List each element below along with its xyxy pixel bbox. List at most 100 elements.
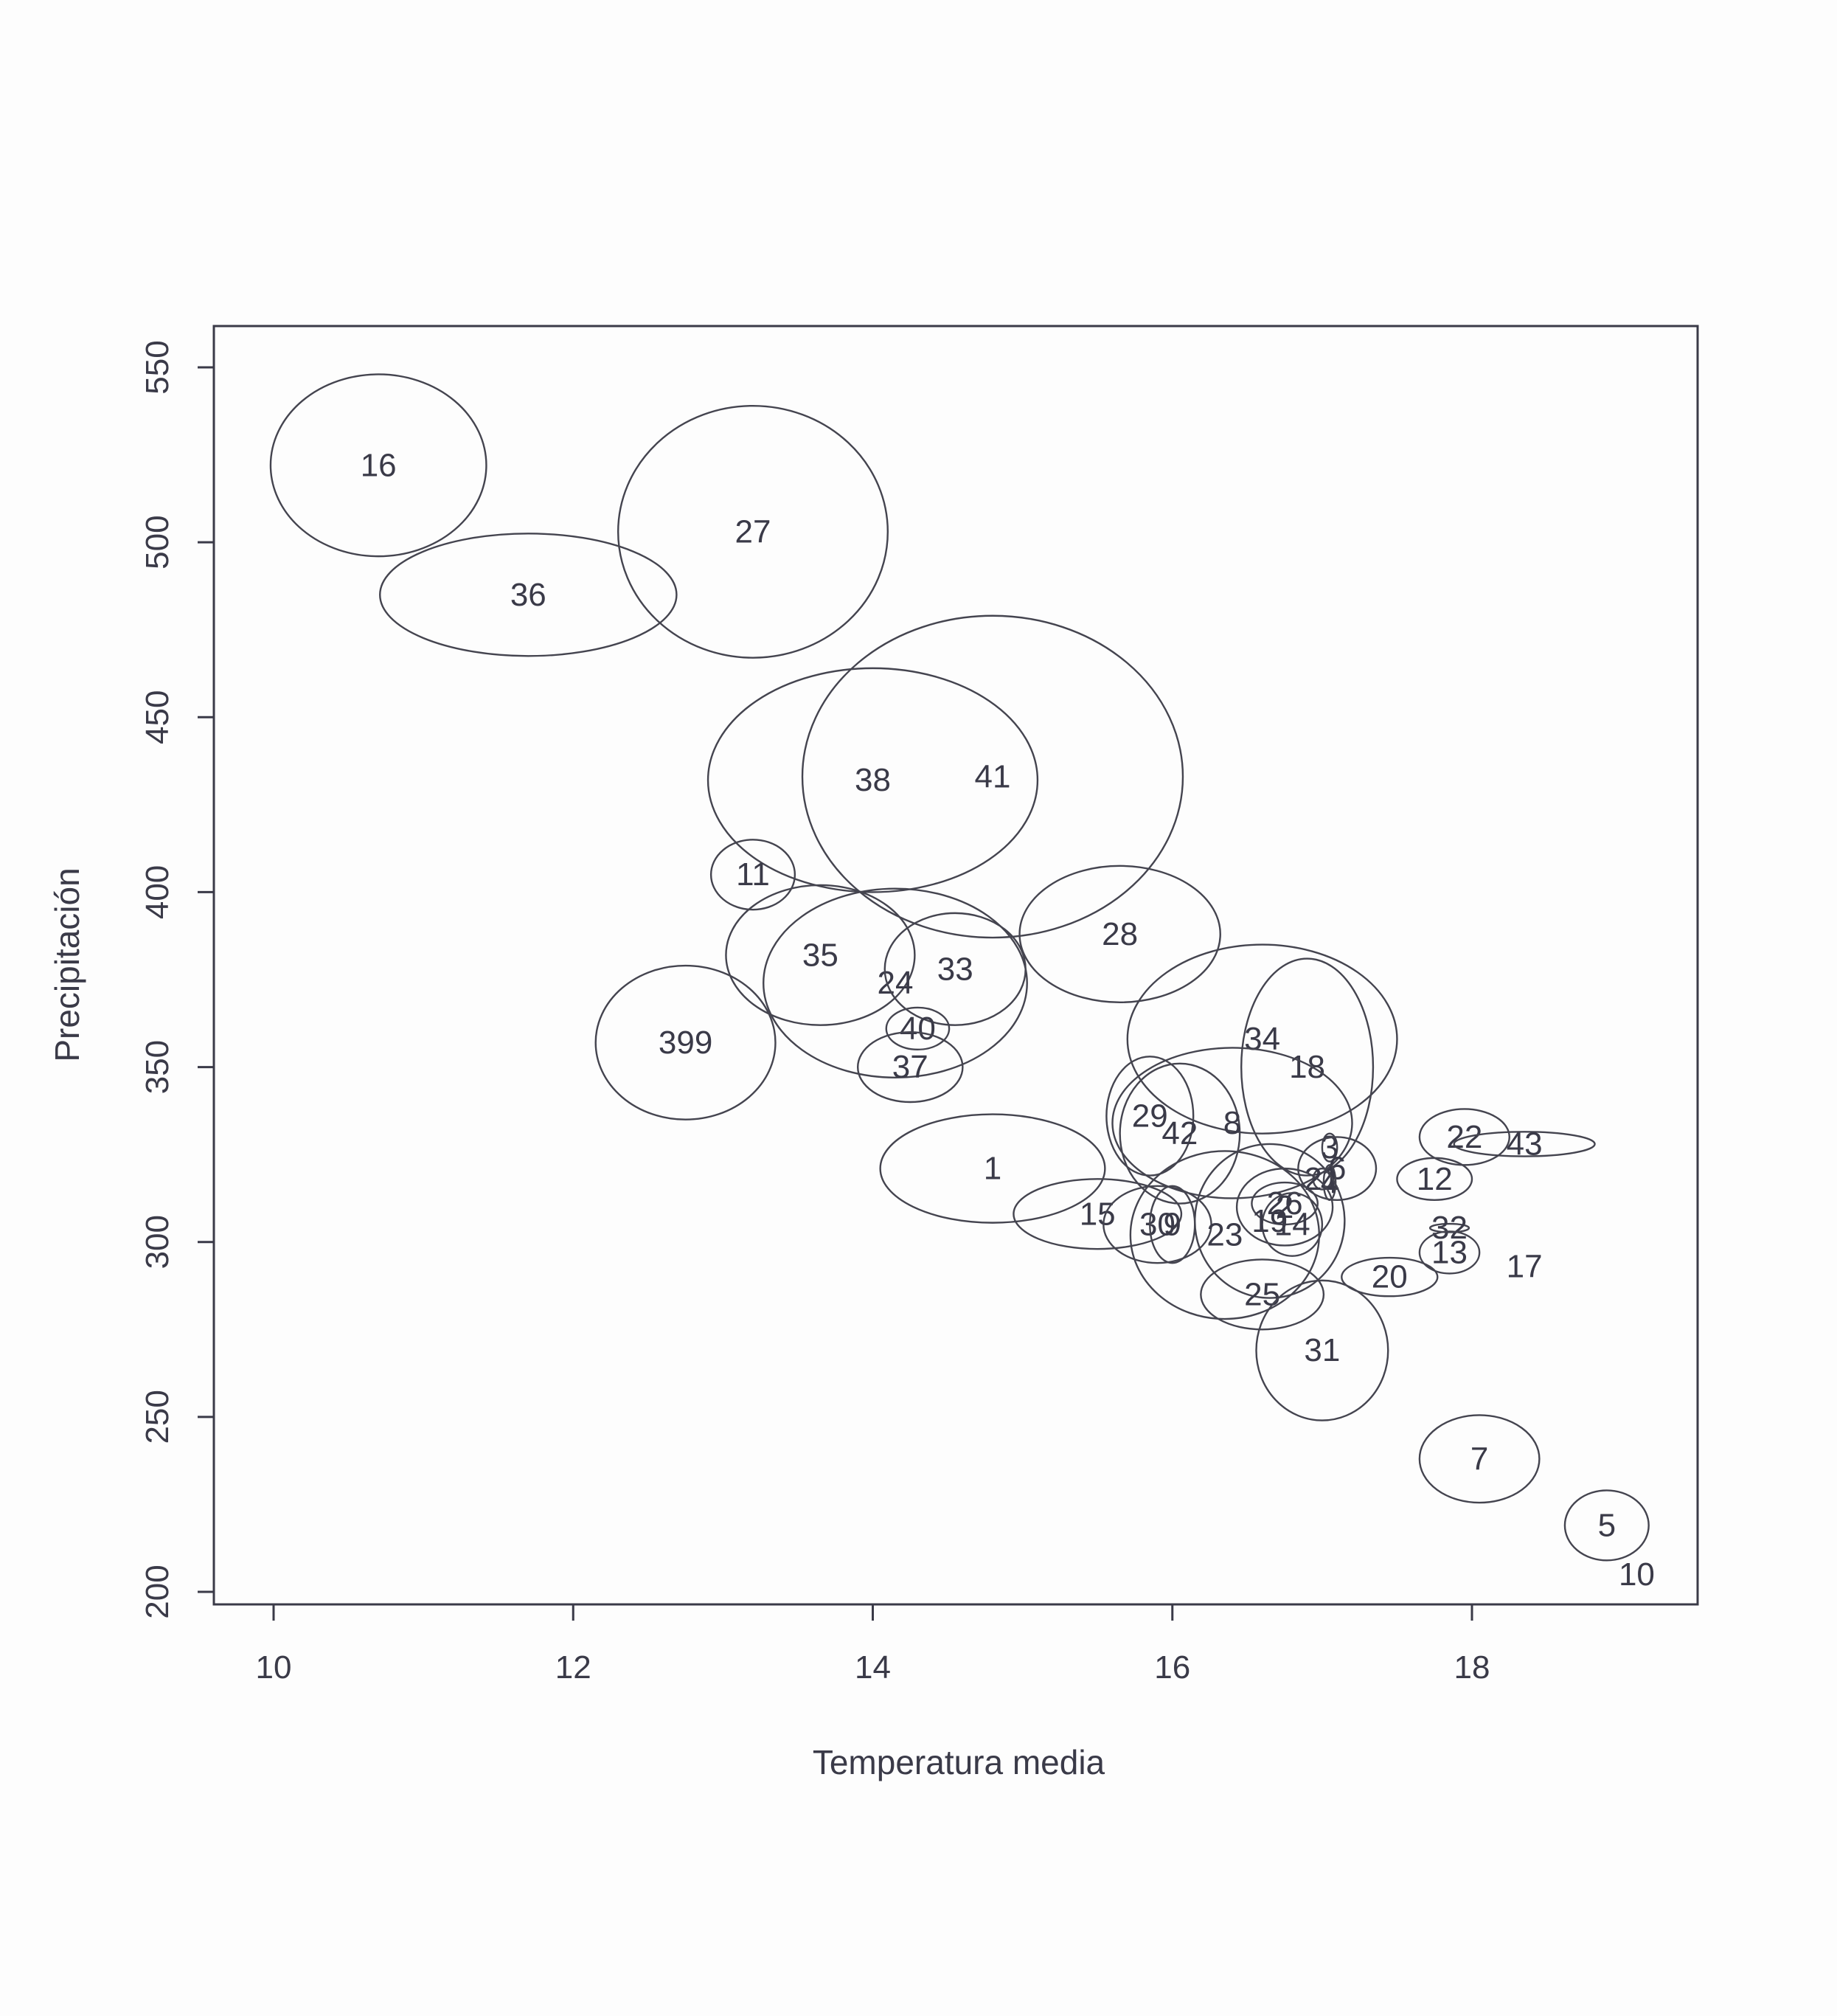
point-label: 33 — [937, 951, 973, 987]
point-label: 25 — [1244, 1276, 1280, 1312]
data-point: 15 — [1013, 1178, 1183, 1250]
point-label: 1 — [984, 1151, 1001, 1187]
y-tick-label: 550 — [139, 340, 176, 394]
x-axis-title: Temperatura media — [813, 1743, 1105, 1781]
point-label: 23 — [1206, 1217, 1243, 1253]
y-tick-label: 450 — [139, 690, 176, 744]
x-tick-label: 10 — [256, 1649, 292, 1686]
point-label: 26 — [1267, 1185, 1303, 1222]
data-point: 27 — [617, 404, 889, 659]
point-ellipse — [1321, 1132, 1338, 1163]
data-point: 25 — [1200, 1258, 1325, 1331]
data-point: 13 — [1418, 1230, 1481, 1275]
data-point: 11 — [709, 839, 796, 911]
x-tick-label: 18 — [1454, 1649, 1490, 1686]
data-point: 20 — [1341, 1256, 1439, 1298]
point-label: 8 — [1223, 1105, 1241, 1141]
data-point: 24 — [763, 887, 1028, 1078]
point-ellipse — [1453, 1131, 1596, 1157]
data-point: 35 — [725, 884, 916, 1026]
data-point: 34 — [1126, 943, 1398, 1135]
point-ellipse — [801, 614, 1184, 939]
data-point: 41 — [801, 614, 1184, 939]
point-ellipse — [763, 887, 1028, 1078]
point-ellipse — [1261, 1192, 1324, 1257]
y-tick-label: 250 — [139, 1390, 176, 1444]
point-label: 14 — [1274, 1207, 1310, 1243]
y-tick-label: 500 — [139, 515, 176, 569]
point-label: 5 — [1598, 1507, 1616, 1543]
y-tick-label: 400 — [139, 865, 176, 919]
y-axis: 200 250 300 350 400 450 500 550 — [139, 340, 215, 1619]
point-label: 12 — [1417, 1161, 1453, 1197]
point-label: 41 — [975, 758, 1011, 794]
data-point: 3 — [1321, 1129, 1338, 1165]
point-label: 16 — [361, 447, 397, 483]
point-ellipse — [1251, 1181, 1319, 1226]
point-ellipse — [1322, 1164, 1337, 1202]
data-point: 28 — [1018, 865, 1221, 1004]
point-label: 28 — [1102, 916, 1138, 952]
point-ellipse — [1563, 1489, 1650, 1562]
point-ellipse — [856, 1030, 964, 1104]
y-tick-label: 300 — [139, 1215, 176, 1269]
point-label: 19 — [1251, 1203, 1288, 1239]
point-label: 38 — [855, 762, 891, 798]
data-point: 1 — [879, 1113, 1106, 1224]
data-point: 14 — [1261, 1192, 1324, 1257]
y-axis-title: Precipitación — [48, 867, 86, 1061]
data-point: 23 — [1129, 1150, 1321, 1320]
x-tick-label: 12 — [555, 1649, 591, 1686]
point-ellipse — [725, 884, 916, 1026]
data-point: 26 — [1251, 1181, 1319, 1226]
x-axis: 10 12 14 16 18 — [256, 1603, 1490, 1686]
data-point: 36 — [379, 533, 678, 657]
data-point: 40 — [885, 1006, 951, 1051]
point-label: 17 — [1507, 1248, 1543, 1284]
point-ellipse — [885, 1006, 951, 1051]
point-label: 29 — [1132, 1098, 1168, 1134]
point-ellipse — [1418, 1230, 1481, 1275]
point-label: 42 — [1161, 1115, 1198, 1151]
data-point: 16 — [269, 373, 487, 558]
data-point: 2 — [1235, 1167, 1334, 1247]
point-ellipse — [1018, 865, 1221, 1004]
point-label: 18 — [1289, 1049, 1325, 1085]
point-label: 9 — [1164, 1207, 1181, 1243]
point-ellipse — [1194, 1143, 1346, 1299]
data-point: 43 — [1453, 1126, 1596, 1162]
point-ellipse — [1105, 1056, 1195, 1177]
x-tick-label: 16 — [1154, 1649, 1190, 1686]
data-point: 7 — [1418, 1414, 1541, 1504]
x-tick-label: 14 — [855, 1649, 891, 1686]
point-ellipse — [709, 839, 796, 911]
point-ellipse — [1240, 957, 1375, 1177]
point-label: 13 — [1431, 1234, 1468, 1270]
point-label: 36 — [510, 577, 546, 613]
point-label: 27 — [735, 513, 771, 550]
point-ellipse — [1126, 943, 1398, 1135]
data-point: 17 — [1507, 1248, 1543, 1284]
point-ellipse — [1418, 1414, 1541, 1504]
data-point: 10 — [1619, 1556, 1655, 1593]
y-tick-label: 350 — [139, 1040, 176, 1094]
point-ellipse — [879, 1113, 1106, 1224]
data-point: 31 — [1255, 1279, 1389, 1421]
point-label: 15 — [1080, 1196, 1116, 1232]
point-label: 10 — [1619, 1556, 1655, 1593]
point-ellipse — [379, 533, 678, 657]
point-label: 7 — [1470, 1441, 1488, 1477]
point-ellipse — [594, 964, 777, 1120]
point-label: 30 — [1139, 1207, 1176, 1243]
point-ellipse — [1312, 1167, 1333, 1191]
point-label: 35 — [802, 937, 838, 973]
data-point: 18 — [1240, 957, 1375, 1177]
data-point: 399 — [594, 964, 777, 1120]
point-ellipse — [1418, 1108, 1510, 1166]
point-label: 3 — [1321, 1129, 1338, 1165]
point-ellipse — [1255, 1279, 1389, 1421]
point-ellipse — [1200, 1258, 1325, 1331]
point-label: 20 — [1372, 1259, 1408, 1295]
